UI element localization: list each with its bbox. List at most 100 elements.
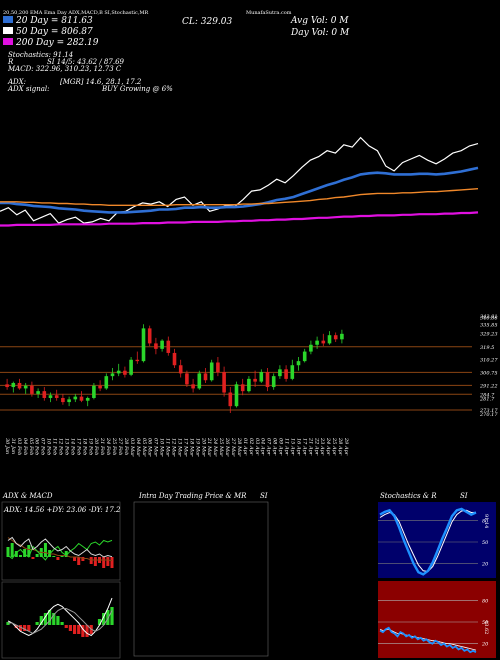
si-tick-20: 20: [481, 642, 489, 648]
date-tick: 07 Mar: [153, 438, 159, 457]
date-tick: 24 Feb: [105, 437, 111, 455]
macd-plot: [6, 597, 114, 637]
candle-body: [36, 391, 40, 394]
adx-signal-label: ADX signal:: [7, 85, 49, 93]
date-tick: 11 Mar: [165, 438, 171, 457]
stochastic-si-panel: Stochastics & R SI 80 50 20 91.14 80 50 20 43.…: [378, 492, 496, 658]
ema-line-panel: [0, 136, 479, 227]
adx-hist-bar: [23, 549, 27, 557]
date-tick: 06 Mar: [147, 438, 153, 457]
stoch-marker: 91.14: [483, 514, 489, 528]
y-tick-0: 342.01: [480, 314, 498, 320]
macd-hist-bar: [18, 625, 23, 631]
date-tick: 01 Apr: [242, 438, 248, 456]
y-tick-3: 329.23: [480, 332, 498, 338]
candle-body: [61, 397, 65, 403]
macd-hist-bar: [27, 625, 31, 631]
y-tick-11: 270.17: [479, 412, 498, 418]
ema200-label: 200 Day = 282.19: [15, 38, 99, 48]
date-tick: 19 Mar: [194, 438, 200, 457]
candle-body: [42, 391, 47, 398]
date-tick: 12 Mar: [171, 438, 177, 457]
adx-values: ADX: 14.56 +DY: 23.06 -DY: 17.2: [3, 506, 121, 514]
date-tick: 10 Mar: [159, 438, 165, 457]
si-tick-80: 80: [482, 598, 489, 604]
date-tick: 04 Feb: [22, 438, 28, 455]
candle-body: [302, 351, 307, 362]
adx-hist-bar: [35, 554, 39, 557]
stoch-si: SI: [460, 492, 468, 500]
y-tick-7: 291.22: [479, 383, 498, 389]
macd-label: MACD: 322.96, 310.23, 12.73 C: [7, 65, 122, 73]
candle-body: [290, 365, 295, 379]
date-tick: 17 Feb: [75, 438, 81, 455]
adx-hist-bar: [56, 557, 60, 560]
macd-hist-bar: [14, 625, 18, 628]
candle-body: [321, 340, 326, 344]
date-tick: 21 Apr: [307, 437, 313, 456]
candle-body: [309, 344, 313, 352]
candle-body: [135, 359, 140, 362]
date-tick: 06 Feb: [34, 438, 40, 455]
date-tick: 24 Mar: [212, 437, 218, 457]
buy-label: BUY Growing @ 6%: [101, 85, 173, 93]
stoch-plot: 80 50 20 91.14: [378, 507, 489, 576]
si-marker: 43.62: [483, 620, 489, 634]
candle-body: [191, 384, 195, 389]
adx-hist-bar: [31, 557, 35, 559]
date-tick: 15 Apr: [290, 438, 296, 456]
candle-body: [222, 372, 226, 393]
candle-body: [30, 385, 34, 394]
candle-body: [327, 335, 332, 344]
adx-hist-bar: [93, 557, 97, 566]
macd-line: [7, 597, 113, 637]
y-tick-9: 281.7: [479, 396, 495, 402]
ema20-label: 20 Day = 811.63: [15, 16, 93, 26]
date-tick: 09 Apr: [278, 438, 284, 456]
macd-hist-bar: [48, 610, 52, 625]
ema20-swatch: [3, 16, 13, 23]
date-tick: 14 Feb: [69, 438, 75, 455]
candle-body: [296, 361, 301, 366]
stoch-tick-20: 20: [481, 562, 489, 568]
stoch-tick-80: 80: [482, 518, 489, 524]
candle-body: [104, 376, 109, 389]
stoch-r-label: R: [7, 58, 14, 66]
si-plot: 80 50 20 43.62: [378, 598, 489, 654]
series-ema-20: [0, 166, 479, 214]
adx-hist-bar: [27, 545, 31, 557]
stochastics-label: Stochastics: 91.14: [8, 51, 73, 59]
candle-body: [54, 395, 59, 398]
intraday-title: Intra Day Trading Price & MR: [138, 492, 247, 500]
date-tick: 18 Feb: [81, 438, 87, 455]
macd-hist-bar: [35, 622, 39, 625]
si-bg: [378, 581, 496, 658]
date-tick: 03 Feb: [16, 438, 22, 455]
candle-body: [67, 399, 71, 403]
date-tick: 17 Apr: [301, 438, 307, 456]
y-tick-8: 284.7: [479, 392, 495, 398]
indicator-list: 20,50,200 EMA Ema Day ADX,MACD,B SI,Stoc…: [3, 10, 148, 16]
macd-hist-bar: [85, 625, 89, 637]
series-ema-200: [0, 211, 479, 227]
series-ema-50: [0, 188, 479, 207]
candle-body: [197, 373, 202, 389]
date-tick: 18 Mar: [188, 438, 194, 457]
date-tick: 23 Apr: [319, 437, 325, 456]
date-tick: 05 Mar: [141, 438, 147, 457]
macd-hist-bar: [60, 622, 64, 625]
adx-hist-bar: [73, 557, 77, 561]
candle-body: [333, 335, 338, 340]
date-tick: 07 Apr: [266, 438, 272, 456]
candle-body: [209, 362, 214, 381]
date-tick: 19 Feb: [87, 438, 93, 455]
macd-hist-bar: [102, 613, 106, 625]
candle-body: [5, 384, 9, 388]
stoch-title: Stochastics & R: [380, 492, 437, 500]
candle-body: [98, 385, 102, 389]
candle-body: [203, 373, 208, 381]
stoch-bg: [378, 502, 496, 578]
adx-hist-bar: [18, 555, 22, 557]
date-tick: 22 Apr: [313, 437, 319, 456]
date-tick: 21 Mar: [206, 437, 212, 457]
